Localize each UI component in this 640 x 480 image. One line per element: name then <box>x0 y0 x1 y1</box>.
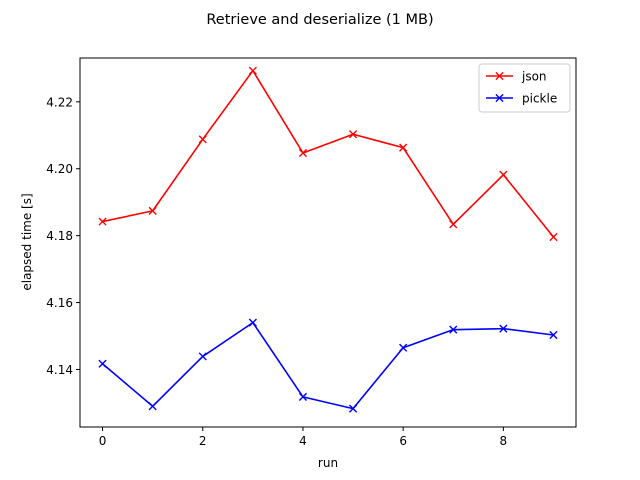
data-point-json <box>348 130 358 139</box>
data-point-pickle <box>298 392 308 401</box>
data-point-pickle <box>348 404 358 413</box>
y-axis-label: elapsed time [s] <box>20 193 34 290</box>
data-point-json <box>148 206 157 215</box>
data-point-pickle <box>549 330 558 340</box>
data-point-pickle <box>449 325 458 334</box>
x-tick-label: 2 <box>199 434 207 448</box>
data-point-json <box>248 66 257 75</box>
data-point-pickle <box>198 352 207 361</box>
legend-label-pickle: pickle <box>522 92 557 106</box>
axes-frame <box>79 57 577 428</box>
series-line-json <box>102 69 555 238</box>
data-point-pickle <box>248 318 257 327</box>
plot-area: 0 2 4 6 8 4.14 4.16 4.18 4.20 4.22 json pickle <box>46 57 577 448</box>
data-point-json <box>399 143 408 152</box>
y-tick-label: 4.22 <box>46 95 73 109</box>
y-tick-label: 4.18 <box>46 229 73 243</box>
data-point-json <box>98 217 107 226</box>
x-tick-label: 4 <box>299 434 307 448</box>
data-point-json <box>549 232 558 242</box>
legend-label-json: json <box>521 70 547 84</box>
legend-marker-json <box>495 71 504 81</box>
data-point-pickle <box>499 324 508 333</box>
data-point-json <box>499 170 508 179</box>
data-point-json <box>298 148 308 158</box>
y-tick-label: 4.16 <box>46 296 73 310</box>
data-point-pickle <box>148 402 157 411</box>
x-tick-label: 0 <box>99 434 107 448</box>
legend-marker-pickle <box>495 93 504 103</box>
x-tick-label: 8 <box>500 434 508 448</box>
y-tick-label: 4.14 <box>46 363 73 377</box>
y-tick-label: 4.20 <box>46 162 73 176</box>
data-point-pickle <box>98 359 107 368</box>
x-tick-label: 6 <box>399 434 407 448</box>
data-point-json <box>198 135 207 144</box>
chart-title: Retrieve and deserialize (1 MB) <box>206 12 433 28</box>
series-line-pickle <box>102 321 554 410</box>
data-point-pickle <box>399 343 408 352</box>
x-axis-label: run <box>318 456 338 470</box>
data-point-json <box>449 220 458 229</box>
